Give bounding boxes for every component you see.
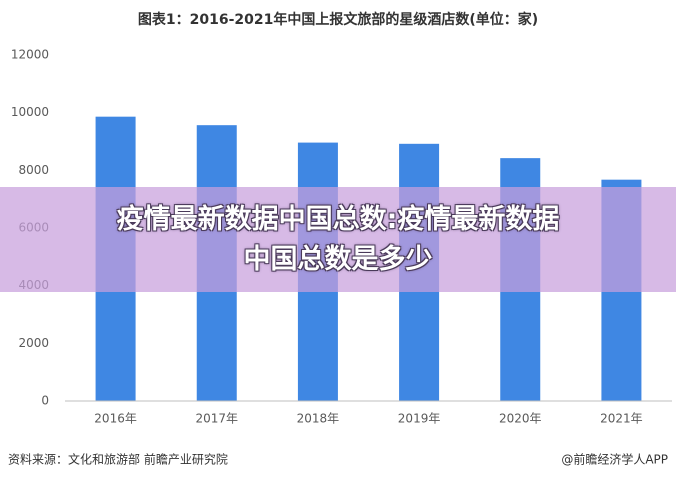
- overlay-line: 中国总数是多少: [243, 243, 433, 275]
- chart-title: 图表1：2016-2021年中国上报文旅部的星级酒店数(单位：家): [138, 11, 538, 28]
- x-tick-label: 2016年: [94, 412, 137, 426]
- y-tick-label: 0: [41, 394, 49, 408]
- x-tick-label: 2021年: [600, 412, 643, 426]
- x-tick-label: 2019年: [398, 412, 441, 426]
- y-tick-label: 10000: [11, 105, 49, 119]
- overlay-line: 疫情最新数据中国总数:疫情最新数据: [116, 203, 560, 235]
- credit: @前瞻经济学人APP: [561, 452, 668, 467]
- x-tick-label: 2018年: [297, 412, 340, 426]
- source: 资料来源：文化和旅游部 前瞻产业研究院: [8, 452, 228, 467]
- y-tick-label: 2000: [18, 336, 49, 350]
- overlay-banner: 疫情最新数据中国总数:疫情最新数据 中国总数是多少: [0, 187, 676, 292]
- y-tick-label: 8000: [18, 163, 49, 177]
- x-tick-label: 2017年: [195, 412, 238, 426]
- x-tick-label: 2020年: [499, 412, 542, 426]
- y-tick-label: 12000: [11, 48, 49, 62]
